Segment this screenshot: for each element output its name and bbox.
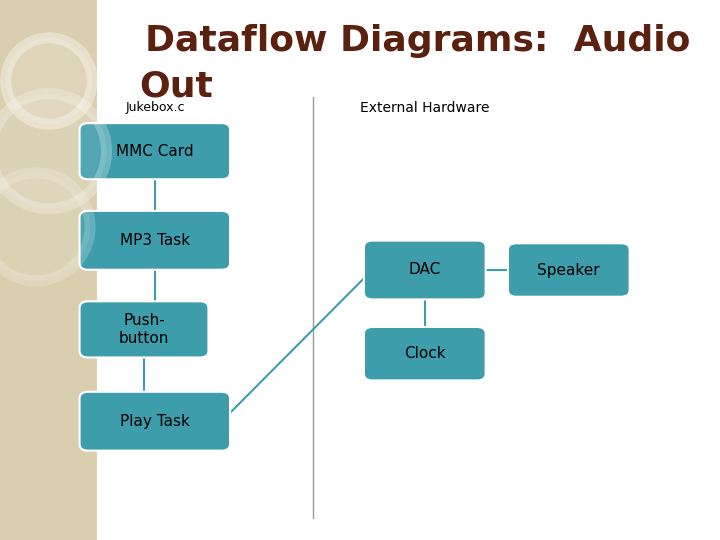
Text: DAC: DAC <box>409 262 441 278</box>
Text: Jukebox.c: Jukebox.c <box>126 102 186 114</box>
Text: External Hardware: External Hardware <box>360 101 490 115</box>
Text: Out: Out <box>140 70 213 103</box>
FancyBboxPatch shape <box>79 123 230 179</box>
Text: Speaker: Speaker <box>538 262 600 278</box>
FancyBboxPatch shape <box>80 301 209 357</box>
FancyBboxPatch shape <box>508 243 629 297</box>
Text: Push-
button: Push- button <box>119 313 169 346</box>
Text: Dataflow Diagrams:  Audio: Dataflow Diagrams: Audio <box>145 24 690 57</box>
Text: MMC Card: MMC Card <box>116 144 194 159</box>
Text: Play Task: Play Task <box>120 414 190 429</box>
Text: MP3 Task: MP3 Task <box>120 233 190 248</box>
Text: Clock: Clock <box>404 346 446 361</box>
FancyBboxPatch shape <box>79 211 230 269</box>
FancyBboxPatch shape <box>364 241 485 299</box>
FancyBboxPatch shape <box>79 392 230 450</box>
FancyBboxPatch shape <box>364 327 485 380</box>
